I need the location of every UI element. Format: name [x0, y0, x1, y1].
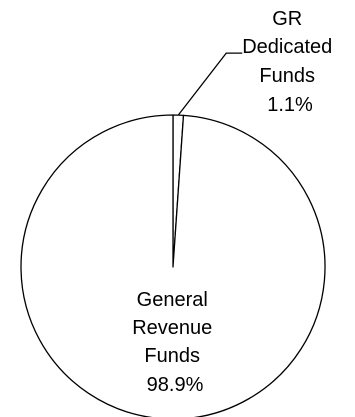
slice-label-general-revenue: General Revenue Funds 98.9%	[132, 289, 218, 396]
slice-label-line: Funds	[259, 65, 315, 87]
slice-value-label: 1.1%	[267, 94, 313, 116]
pie-slices	[20, 114, 326, 417]
slice-label-line: GR	[272, 8, 302, 30]
slice-value-label: 98.9%	[147, 374, 204, 396]
leader-lines	[177, 52, 243, 116]
leader-line-gr-dedicated	[177, 52, 243, 116]
slice-label-line: Funds	[144, 345, 200, 367]
slice-label-line: Revenue	[132, 317, 212, 339]
slice-label-line: General	[137, 289, 208, 311]
slice-label-line: Dedicated	[242, 36, 332, 58]
slice-general-revenue	[20, 114, 326, 417]
slice-label-gr-dedicated: GR Dedicated Funds 1.1%	[242, 8, 338, 116]
